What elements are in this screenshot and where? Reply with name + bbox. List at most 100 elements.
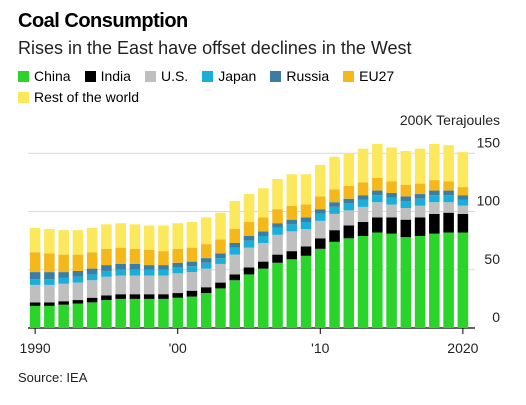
bar-india-2007 [272,254,283,263]
bar-rest-of-the-world-2006 [257,188,269,218]
bar-rest-of-the-world-2018 [429,143,440,181]
bar-china-2010 [315,248,326,328]
bar-u-s-2007 [272,234,283,255]
bar-eu27-2020 [457,187,469,196]
bar-eu27-2007 [272,209,283,224]
bar-u-s-1994 [86,280,98,298]
bar-eu27-1993 [72,254,84,271]
bar-eu27-1998 [143,249,155,266]
bar-russia-2004 [229,242,241,248]
bar-eu27-1997 [129,248,141,264]
bar-japan-2000 [172,267,183,274]
bar-china-2004 [229,280,241,328]
bar-china-2013 [357,235,369,328]
bar-japan-2005 [243,240,255,248]
legend-label-india: India [100,68,131,84]
bar-eu27-2018 [429,180,440,191]
bar-russia-1994 [86,268,98,275]
bar-russia-2019 [443,190,454,196]
bar-rest-of-the-world-2015 [386,147,397,182]
bar-u-s-2000 [172,273,183,294]
bar-china-2015 [386,233,397,328]
bar-india-1998 [143,294,155,299]
bar-u-s-2012 [343,210,355,226]
legend-swatch-india [84,71,96,82]
bar-japan-2014 [372,195,383,203]
bar-japan-2019 [443,195,454,203]
bar-china-1995 [101,300,112,328]
bar-rest-of-the-world-2017 [414,148,426,184]
bar-u-s-1999 [158,275,169,295]
bar-japan-2016 [400,201,412,209]
bar-russia-2014 [372,190,383,196]
bar-eu27-1999 [158,251,169,266]
bar-india-2017 [414,217,426,236]
bar-russia-2000 [172,262,183,268]
bar-china-2005 [243,274,255,328]
bar-eu27-2005 [243,222,255,236]
bar-eu27-1995 [101,248,112,266]
bar-india-2002 [200,287,212,294]
legend-label-u-s: U.S. [160,68,189,84]
bar-japan-2011 [329,206,340,214]
bar-japan-2007 [272,227,283,235]
bar-japan-2020 [457,199,469,206]
bar-india-1994 [86,297,98,303]
bar-rest-of-the-world-2003 [215,212,226,240]
bar-rest-of-the-world-2016 [400,150,412,185]
bar-russia-1998 [143,265,155,270]
bar-rest-of-the-world-2001 [186,222,198,248]
bar-china-2017 [414,235,426,328]
legend-swatch-russia [270,71,282,82]
legend-item-eu27: EU27 [343,66,394,87]
x-tick-label: '00 [169,340,187,356]
bar-u-s-2014 [372,202,383,218]
legend-swatch-u-s [144,71,156,82]
bar-rest-of-the-world-2008 [286,174,298,206]
bar-eu27-1994 [86,252,98,269]
bar-india-2013 [357,222,369,236]
bar-japan-2013 [357,199,369,207]
bar-u-s-2003 [215,263,226,283]
bar-u-s-2019 [443,202,454,213]
bar-eu27-2004 [229,229,241,243]
bar-rest-of-the-world-2004 [229,201,241,229]
bar-russia-2001 [186,261,198,267]
bar-rest-of-the-world-1997 [129,224,141,249]
bar-china-2012 [343,238,355,328]
bar-japan-2008 [286,224,298,232]
bar-eu27-2009 [300,204,312,218]
bar-eu27-2002 [200,244,212,259]
bar-u-s-2010 [315,220,326,239]
bar-japan-1991 [44,279,55,285]
bar-russia-1991 [44,272,55,280]
source-note: Source: IEA [18,370,88,385]
bar-eu27-2017 [414,183,426,195]
bar-rest-of-the-world-1992 [58,230,69,255]
bar-china-2003 [215,288,226,328]
bar-russia-2011 [329,202,340,207]
bar-eu27-2013 [357,182,369,196]
legend-label-eu27: EU27 [359,68,395,84]
bar-u-s-1991 [44,284,55,303]
bar-u-s-2004 [229,254,241,275]
y-axis-unit-label: 200K Terajoules [399,112,500,128]
chart-title: Coal Consumption [18,10,188,32]
bar-china-1998 [143,298,155,328]
bar-russia-1997 [129,263,141,270]
bar-india-2000 [172,293,183,298]
bar-rest-of-the-world-1998 [143,225,155,250]
bar-india-2010 [315,238,326,249]
legend-item-rest-of-the-world: Rest of the world [18,87,139,108]
bar-india-2006 [257,261,269,269]
bar-russia-2018 [429,190,440,196]
x-tick-label: 2020 [447,340,478,356]
bar-russia-2009 [300,217,312,223]
bar-japan-2001 [186,266,198,273]
bar-china-1992 [58,304,69,328]
bar-india-2009 [300,246,312,256]
bar-russia-2003 [215,253,226,259]
x-tick-label: 1990 [20,340,51,356]
bar-china-2000 [172,297,183,328]
